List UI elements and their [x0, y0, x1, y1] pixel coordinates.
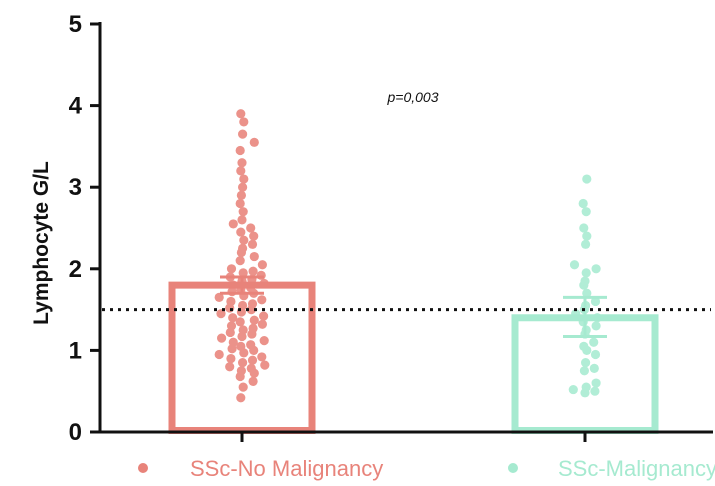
data-point [581, 382, 591, 392]
data-point [236, 341, 246, 351]
data-point [237, 215, 247, 225]
data-point [238, 182, 248, 192]
data-point [246, 363, 256, 373]
data-point [216, 309, 226, 319]
data-point [257, 319, 267, 329]
data-point [239, 235, 249, 245]
data-point [582, 174, 592, 184]
data-point [246, 340, 256, 350]
data-point [238, 325, 248, 335]
data-point [248, 266, 258, 276]
data-point [239, 117, 249, 127]
data-point [228, 219, 238, 229]
data-point [238, 300, 248, 311]
data-point [238, 382, 248, 392]
data-point [238, 243, 248, 253]
data-point [238, 207, 248, 217]
data-point [247, 239, 258, 249]
data-point [249, 231, 259, 241]
data-point [580, 276, 590, 286]
data-point [247, 299, 258, 309]
data-point [236, 190, 246, 200]
data-point [246, 223, 256, 233]
data-point [249, 315, 259, 325]
data-point [235, 145, 245, 156]
data-point [236, 166, 246, 176]
data-point [228, 337, 238, 347]
data-point [257, 352, 267, 362]
data-point [591, 378, 601, 388]
data-point [238, 129, 248, 139]
legend-label-0: SSc-No Malignancy [190, 456, 383, 481]
legend-marker-1 [508, 463, 518, 473]
data-point [247, 355, 258, 365]
y-tick-label: 0 [69, 419, 82, 446]
legend-label-1: SSc-Malignancy [558, 456, 715, 481]
data-point [226, 264, 237, 274]
data-point [589, 337, 599, 347]
data-point [581, 268, 591, 278]
data-point [581, 239, 591, 249]
data-point [235, 198, 245, 209]
data-point [248, 376, 258, 387]
data-point [239, 174, 249, 184]
data-point [236, 109, 246, 119]
data-point [214, 292, 224, 302]
data-point [581, 207, 591, 217]
data-point [257, 295, 267, 305]
data-point [226, 321, 237, 331]
data-point [259, 336, 269, 346]
data-point [591, 264, 601, 274]
y-axis-title: Lymphocyte G/L [30, 161, 53, 325]
data-point [569, 260, 580, 270]
data-point [579, 341, 589, 351]
data-point [589, 363, 599, 373]
data-point [235, 256, 245, 266]
p-value-annotation: p=0,003 [387, 89, 439, 105]
y-tick-label: 4 [69, 93, 83, 120]
data-point [249, 137, 259, 147]
data-point [590, 386, 600, 396]
data-point [256, 270, 266, 280]
y-tick-label: 5 [69, 11, 82, 38]
data-point [236, 227, 246, 237]
data-point [248, 323, 258, 333]
data-point [238, 268, 248, 278]
data-point [238, 358, 248, 368]
data-point [249, 251, 259, 262]
data-point [568, 384, 578, 395]
data-point [590, 349, 601, 360]
y-tick-label: 2 [69, 256, 82, 283]
data-point [235, 317, 245, 327]
data-point [579, 366, 590, 376]
data-point [591, 321, 601, 331]
data-point [236, 366, 246, 376]
data-point [237, 158, 247, 168]
data-point [260, 360, 270, 370]
data-point [259, 311, 269, 321]
data-point [590, 296, 601, 307]
data-point [228, 313, 238, 323]
data-point [236, 393, 246, 403]
data-point [225, 362, 235, 372]
data-point [217, 333, 227, 343]
data-point [214, 349, 224, 360]
data-point [581, 358, 591, 368]
data-point [257, 260, 267, 270]
y-tick-label: 1 [69, 337, 82, 364]
data-point [226, 296, 236, 307]
data-point [579, 223, 589, 233]
data-point [226, 353, 236, 364]
legend-marker-0 [138, 463, 148, 473]
data-point [582, 288, 592, 298]
y-tick-label: 3 [69, 174, 82, 201]
data-point [582, 231, 592, 241]
data-point [578, 198, 588, 209]
